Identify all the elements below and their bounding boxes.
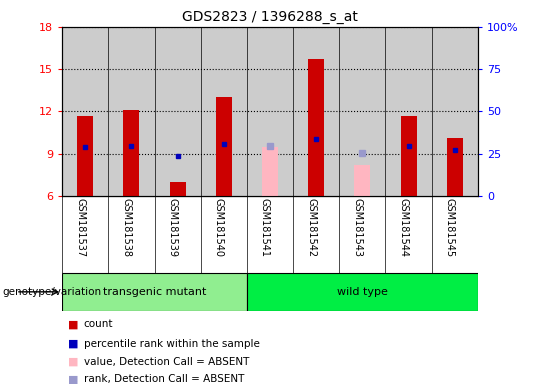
Text: ■: ■ [68, 339, 78, 349]
Bar [215, 97, 232, 196]
Text: GSM181539: GSM181539 [167, 198, 178, 257]
Text: transgenic mutant: transgenic mutant [103, 287, 206, 297]
Bar [62, 273, 247, 311]
Bar [201, 27, 247, 196]
Text: GSM181540: GSM181540 [214, 198, 224, 257]
Text: GSM181545: GSM181545 [445, 198, 455, 257]
Text: GSM181537: GSM181537 [75, 198, 85, 257]
Bar [293, 27, 339, 196]
Text: genotype/variation: genotype/variation [3, 287, 102, 297]
Bar [109, 27, 154, 196]
Bar [401, 116, 417, 196]
Text: ■: ■ [68, 357, 78, 367]
Bar [262, 147, 278, 196]
Bar [77, 116, 93, 196]
Text: GSM181541: GSM181541 [260, 198, 270, 257]
Bar [386, 27, 431, 196]
Bar [62, 27, 109, 196]
Bar [431, 27, 478, 196]
Text: percentile rank within the sample: percentile rank within the sample [84, 339, 260, 349]
Text: ■: ■ [68, 319, 78, 329]
Text: wild type: wild type [337, 287, 388, 297]
Text: GSM181542: GSM181542 [306, 198, 316, 257]
Text: ■: ■ [68, 374, 78, 384]
Text: GSM181544: GSM181544 [399, 198, 409, 257]
Text: rank, Detection Call = ABSENT: rank, Detection Call = ABSENT [84, 374, 244, 384]
Bar [247, 27, 293, 196]
Bar [354, 165, 370, 196]
Bar [447, 138, 463, 196]
Text: GSM181543: GSM181543 [353, 198, 362, 257]
Text: count: count [84, 319, 113, 329]
Bar [170, 182, 186, 196]
Text: GSM181538: GSM181538 [122, 198, 131, 257]
Title: GDS2823 / 1396288_s_at: GDS2823 / 1396288_s_at [182, 10, 358, 25]
Text: value, Detection Call = ABSENT: value, Detection Call = ABSENT [84, 357, 249, 367]
Bar [154, 27, 201, 196]
Bar [123, 110, 139, 196]
Bar [339, 27, 386, 196]
Bar [308, 59, 325, 196]
Bar [247, 273, 478, 311]
